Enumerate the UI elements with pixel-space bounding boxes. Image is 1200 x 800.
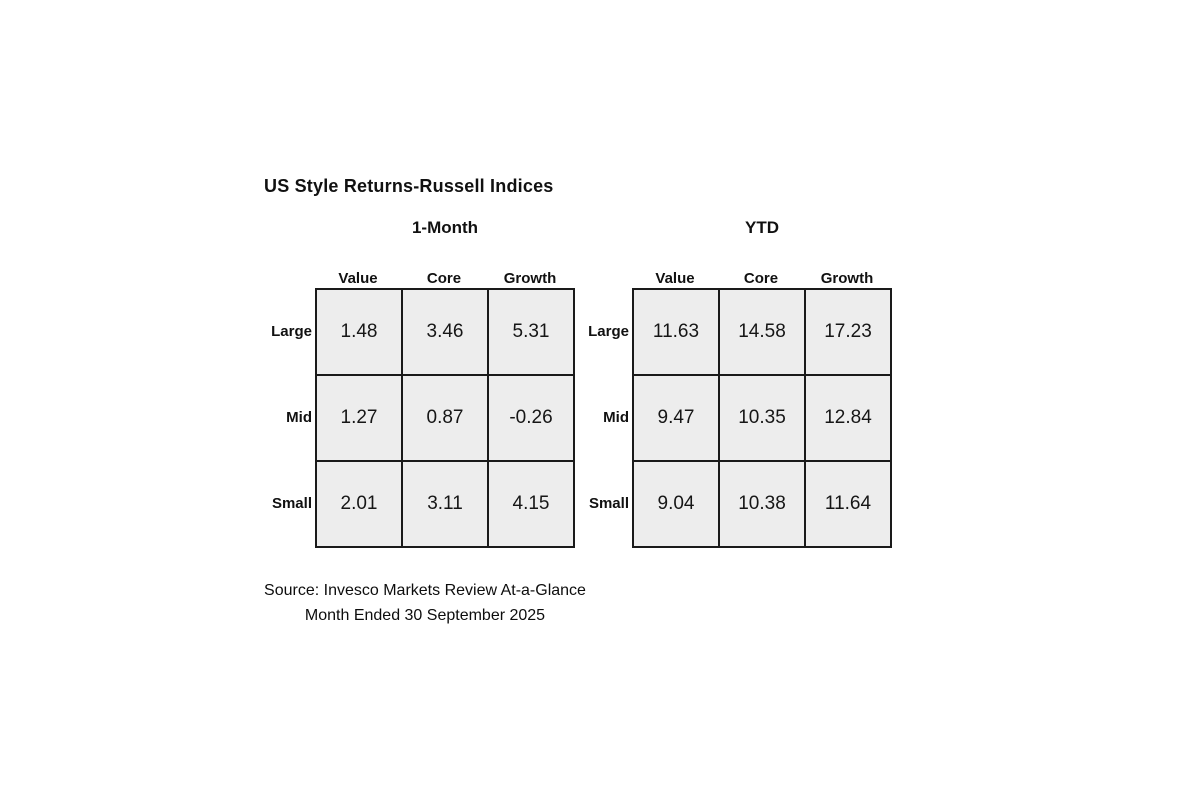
column-header-row: Value Core Growth (315, 266, 575, 288)
column-header-growth: Growth (820, 270, 874, 287)
table-cell-ytd-mid-core: 10.35 (719, 375, 805, 461)
column-header-core: Core (426, 270, 462, 287)
table-cell-1month-large-value: 1.48 (316, 289, 402, 375)
column-header-row: Value Core Growth (632, 266, 892, 288)
source-line-2: Month Ended 30 September 2025 (304, 607, 546, 624)
table-cell-1month-small-value: 2.01 (316, 461, 402, 547)
table-cell-1month-mid-growth: -0.26 (488, 375, 574, 461)
row-label-small: Small (271, 494, 312, 512)
source-line-1: Source: Invesco Markets Review At-a-Glan… (264, 582, 586, 599)
table-cell-1month-mid-core: 0.87 (402, 375, 488, 461)
style-table-ytd: YTD Value Core Growth Large Mid Small 11… (567, 216, 892, 548)
row-label-mid: Mid (603, 408, 629, 426)
style-grid-1month: 1.48 3.46 5.31 1.27 0.87 -0.26 2.01 3.11… (315, 288, 575, 548)
table-cell-ytd-mid-growth: 12.84 (805, 375, 891, 461)
table-cell-ytd-large-core: 14.58 (719, 289, 805, 375)
table-cell-ytd-small-value: 9.04 (633, 461, 719, 547)
row-label-column: Large Mid Small (250, 288, 315, 548)
table-cell-ytd-small-growth: 11.64 (805, 461, 891, 547)
table-cell-ytd-large-growth: 17.23 (805, 289, 891, 375)
row-label-large: Large (588, 322, 629, 340)
figure-title: US Style Returns-Russell Indices (264, 176, 554, 196)
column-header-value: Value (338, 270, 378, 287)
table-cell-ytd-small-core: 10.38 (719, 461, 805, 547)
table-cell-1month-small-growth: 4.15 (488, 461, 574, 547)
table-cell-1month-large-growth: 5.31 (488, 289, 574, 375)
table-cell-1month-large-core: 3.46 (402, 289, 488, 375)
period-title-1month: 1-Month (411, 218, 479, 237)
table-cell-ytd-mid-value: 9.47 (633, 375, 719, 461)
table-cell-1month-mid-value: 1.27 (316, 375, 402, 461)
row-label-small: Small (588, 494, 629, 512)
row-label-mid: Mid (286, 408, 312, 426)
column-header-core: Core (743, 270, 779, 287)
table-cell-1month-small-core: 3.11 (402, 461, 488, 547)
source-note: Source: Invesco Markets Review At-a-Glan… (160, 578, 690, 628)
row-label-column: Large Mid Small (567, 288, 632, 548)
column-header-growth: Growth (503, 270, 557, 287)
style-grid-ytd: 11.63 14.58 17.23 9.47 10.35 12.84 9.04 … (632, 288, 892, 548)
table-cell-ytd-large-value: 11.63 (633, 289, 719, 375)
row-label-large: Large (271, 322, 312, 340)
period-title-ytd: YTD (745, 218, 779, 237)
style-table-1month: 1-Month Value Core Growth Large Mid Smal… (250, 216, 575, 548)
column-header-value: Value (655, 270, 695, 287)
